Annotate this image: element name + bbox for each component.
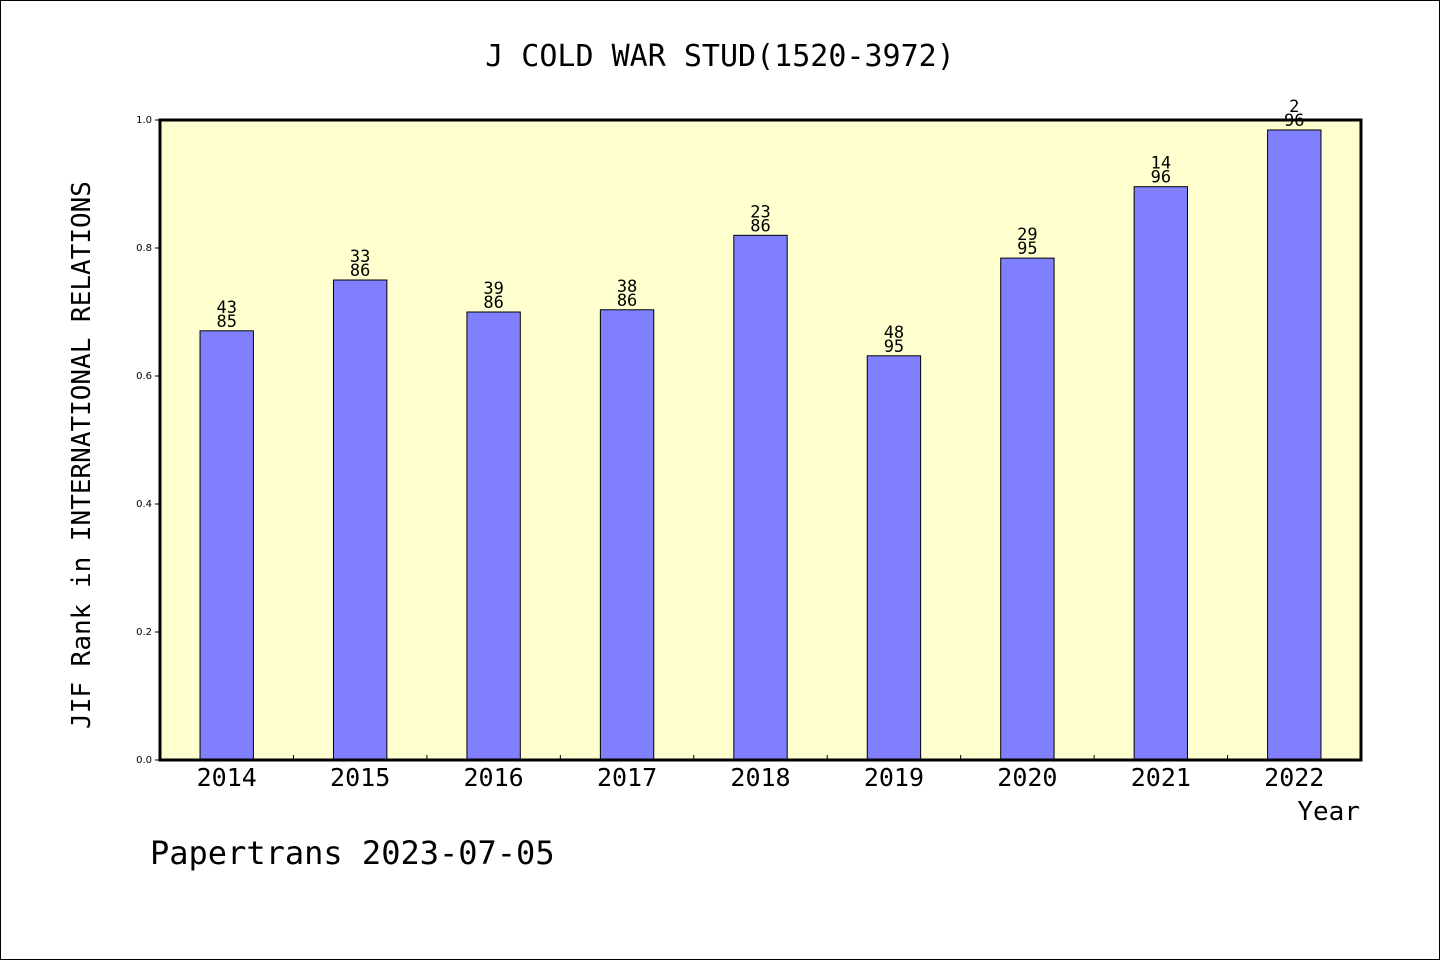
bar-total-label: 86 — [483, 293, 503, 313]
x-tick-label: 2017 — [597, 763, 657, 792]
bar-rank-label: 23 — [750, 202, 770, 222]
bar-2016 — [466, 311, 521, 761]
x-tick-label: 2020 — [997, 763, 1057, 792]
bar-total-label: 85 — [216, 312, 236, 332]
bar-rank-label: 33 — [350, 247, 370, 267]
x-tick-label: 2018 — [730, 763, 790, 792]
y-tick-label: 0.2 — [136, 627, 152, 638]
y-tick-label: 0.6 — [136, 371, 152, 382]
bar-2020 — [1000, 257, 1055, 761]
y-tick-label: 1.0 — [136, 115, 152, 126]
x-tick-label: 2021 — [1131, 763, 1191, 792]
bar-rank-label: 29 — [1017, 225, 1037, 245]
y-axis-label: JIF Rank in INTERNATIONAL RELATIONS — [67, 181, 97, 729]
bar-total-label: 95 — [884, 337, 904, 357]
x-tick-label: 2022 — [1264, 763, 1324, 792]
bar-total-label: 95 — [1017, 239, 1037, 259]
plot-border — [158, 118, 1363, 762]
bar-2015 — [332, 279, 388, 761]
bar-rank-label: 14 — [1151, 154, 1171, 174]
x-tick-label: 2014 — [197, 763, 257, 792]
bar-total-label: 86 — [617, 291, 637, 311]
bar-2022 — [1267, 129, 1322, 761]
bar-2019 — [866, 355, 922, 761]
bar-rank-label: 43 — [216, 298, 236, 318]
bar-2018 — [733, 234, 788, 761]
bar-2014 — [199, 330, 254, 761]
bar-2017 — [599, 309, 655, 761]
bar-total-label: 96 — [1151, 168, 1171, 188]
chart-title: J COLD WAR STUD(1520-3972) — [485, 39, 955, 74]
x-axis-ticks: 2014 2015 2016 2017 2018 2019 2020 2021 2022 — [197, 755, 1324, 792]
y-tick-label: 0.4 — [136, 499, 152, 510]
x-tick-label: 2015 — [330, 763, 390, 792]
bar-rank-label: 38 — [617, 277, 637, 297]
bar-rank-label: 39 — [483, 279, 503, 299]
bar-2021 — [1133, 186, 1189, 761]
bar-rank-label: 2 — [1289, 97, 1299, 117]
x-tick-label: 2019 — [864, 763, 924, 792]
x-axis-label: Year — [1297, 797, 1360, 827]
bar-total-label: 86 — [350, 261, 370, 281]
y-axis-ticks: 0.0 0.2 0.4 0.6 0.8 1.0 — [136, 115, 160, 766]
footer-credit: Papertrans 2023-07-05 — [150, 834, 555, 872]
y-tick-label: 0.0 — [136, 755, 152, 766]
bar-total-label: 86 — [750, 216, 770, 236]
y-tick-label: 0.8 — [136, 243, 152, 254]
bar-rank-label: 48 — [884, 323, 904, 343]
x-tick-label: 2016 — [464, 763, 524, 792]
